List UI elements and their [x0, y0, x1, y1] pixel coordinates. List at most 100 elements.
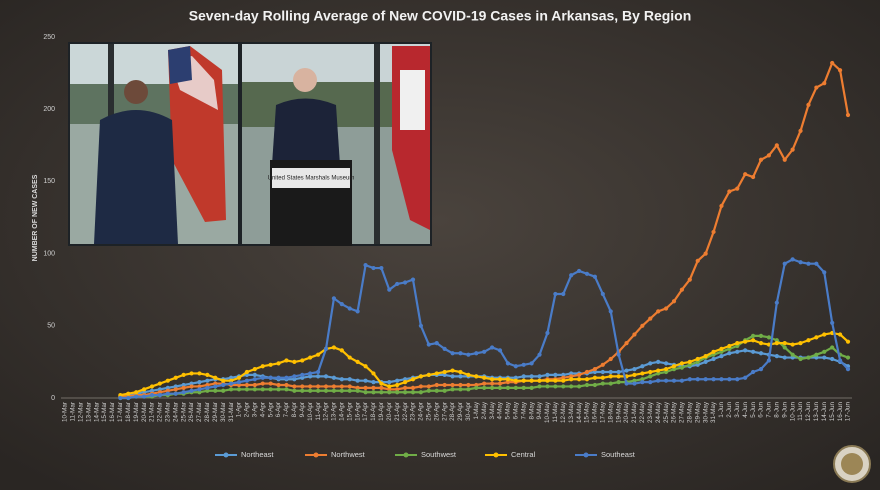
data-point	[126, 391, 131, 396]
data-point	[743, 375, 748, 380]
x-tick-label: 10-Jun	[789, 402, 796, 422]
data-point	[141, 387, 147, 392]
x-tick-label: 4-Jun	[742, 402, 749, 418]
x-tick-label: 18-Apr	[370, 402, 377, 421]
data-point	[205, 378, 210, 383]
data-point	[711, 377, 716, 382]
data-point	[750, 333, 756, 339]
data-point	[157, 390, 163, 395]
data-point	[387, 387, 392, 392]
data-point	[458, 374, 463, 379]
data-point	[822, 270, 827, 275]
legend-label: Southeast	[601, 450, 636, 459]
data-point	[434, 341, 439, 346]
data-point	[228, 381, 234, 386]
data-point	[521, 385, 526, 390]
data-point	[410, 277, 416, 282]
x-tick-label: 28-Mar	[204, 402, 211, 422]
data-point	[213, 388, 218, 393]
data-point	[173, 384, 178, 389]
x-tick-label: 29-Mar	[212, 402, 219, 422]
data-point	[743, 172, 748, 177]
data-point	[244, 382, 250, 388]
data-point	[339, 348, 344, 353]
data-point	[482, 385, 487, 390]
legend-label: Southwest	[421, 450, 457, 459]
legend-marker	[313, 452, 319, 458]
us-flag-canton	[168, 46, 192, 84]
data-point	[671, 364, 677, 369]
data-point	[537, 384, 542, 389]
x-tick-label: 14-Mar	[93, 402, 100, 422]
data-point	[561, 378, 566, 383]
data-point	[727, 189, 732, 194]
data-point	[331, 296, 337, 301]
data-point	[790, 342, 795, 347]
x-tick-label: 15-Jun	[829, 402, 836, 422]
data-point	[134, 390, 139, 395]
data-point	[584, 271, 590, 276]
data-point	[205, 388, 210, 393]
data-point	[513, 375, 518, 380]
data-point	[703, 251, 708, 256]
data-point	[426, 384, 431, 389]
data-point	[426, 372, 431, 377]
x-tick-label: 18-Mar	[125, 402, 132, 422]
data-point	[600, 375, 605, 380]
data-point	[648, 380, 653, 385]
x-tick-label: 31-May	[710, 401, 717, 423]
data-point	[640, 371, 645, 376]
data-point	[576, 372, 582, 377]
x-tick-label: 28-Apr	[449, 402, 456, 421]
data-point	[798, 128, 803, 133]
data-point	[387, 390, 392, 395]
x-tick-label: 6-Apr	[275, 402, 282, 417]
podium-sign	[272, 168, 350, 188]
data-point	[315, 352, 321, 357]
x-tick-label: 30-Apr	[465, 402, 472, 421]
data-point	[766, 335, 772, 340]
data-point	[339, 302, 344, 307]
data-point	[300, 358, 305, 363]
data-point	[252, 387, 257, 392]
data-point	[727, 351, 732, 356]
data-point	[774, 143, 779, 148]
data-point	[339, 384, 344, 389]
data-point	[600, 362, 605, 367]
x-tick-label: 2-Apr	[244, 402, 251, 417]
data-point	[221, 378, 226, 383]
data-point	[442, 388, 447, 393]
data-point	[513, 385, 518, 390]
data-point	[363, 263, 368, 268]
data-point	[252, 377, 257, 382]
data-point	[766, 153, 772, 158]
data-point	[339, 388, 344, 393]
data-point	[442, 369, 447, 375]
data-point	[323, 374, 329, 379]
data-point	[482, 375, 487, 380]
data-point	[569, 377, 574, 382]
data-point	[569, 374, 574, 379]
data-point	[276, 361, 281, 366]
data-point	[149, 388, 155, 393]
data-point	[727, 343, 732, 349]
data-point	[845, 367, 851, 372]
data-point	[537, 352, 542, 357]
data-point	[837, 358, 843, 363]
data-point	[205, 382, 210, 388]
legend-marker	[403, 452, 409, 458]
data-point	[236, 375, 242, 380]
data-point	[632, 381, 637, 386]
data-point	[727, 377, 732, 382]
data-point	[798, 260, 803, 265]
data-point	[149, 393, 155, 398]
data-point	[236, 380, 242, 385]
x-tick-label: 25-May	[663, 401, 670, 423]
data-point	[663, 306, 669, 311]
data-point	[529, 385, 534, 390]
y-tick-label: 250	[43, 34, 55, 41]
data-point	[268, 387, 273, 392]
data-point	[395, 378, 400, 383]
data-point	[228, 378, 234, 383]
data-point	[482, 381, 487, 386]
